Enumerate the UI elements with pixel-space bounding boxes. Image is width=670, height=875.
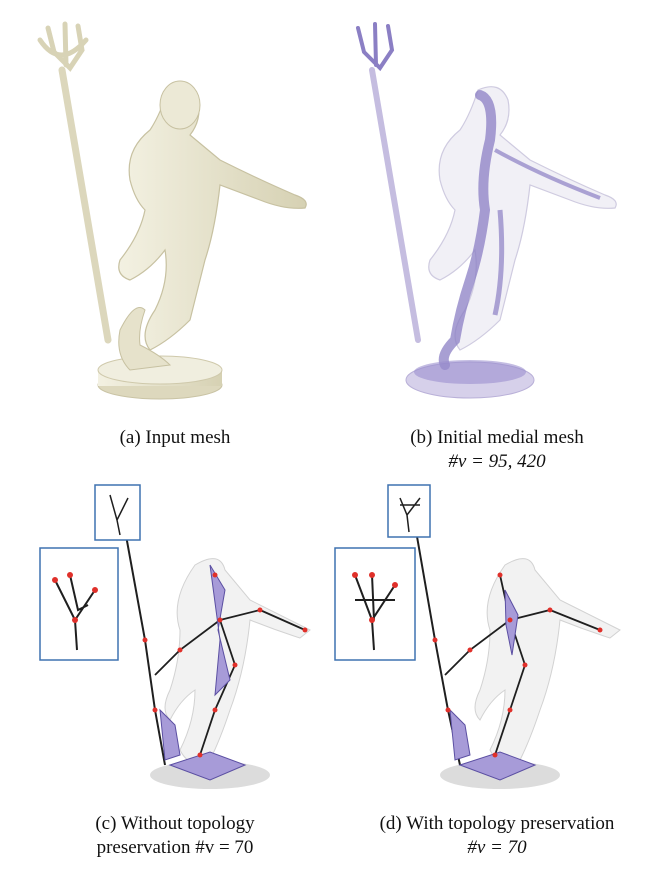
caption-panel-a: (a) Input mesh: [10, 426, 340, 450]
skeleton-with-topology-figure: [334, 484, 621, 789]
skeleton-no-topology-figure: [39, 484, 311, 789]
caption-b-line1: (b) Initial medial mesh: [410, 427, 584, 448]
medial-mesh-figure: [356, 22, 617, 399]
caption-panel-b: (b) Initial medial mesh #v = 95, 420: [332, 426, 662, 474]
panel-with-topology: [330, 480, 650, 800]
input-mesh-figure: [37, 21, 307, 400]
panel-without-topology: [20, 480, 340, 800]
caption-c-line2: preservation #v = 70: [96, 837, 254, 858]
caption-panel-d: (d) With topology preservation #v = 70: [332, 812, 662, 860]
caption-d-line1: (d) With topology preservation: [379, 813, 615, 834]
panel-input-mesh: [20, 10, 340, 420]
caption-d-line2: #v = 70: [467, 837, 527, 858]
caption-b-line2: #v = 95, 420: [448, 451, 546, 472]
caption-panel-c: (c) Without topology preservation #v = 7…: [10, 812, 340, 860]
caption-a-line1: (a) Input mesh: [119, 427, 231, 448]
caption-c-line1: (c) Without topology: [95, 813, 255, 834]
panel-initial-medial-mesh: [330, 10, 650, 420]
